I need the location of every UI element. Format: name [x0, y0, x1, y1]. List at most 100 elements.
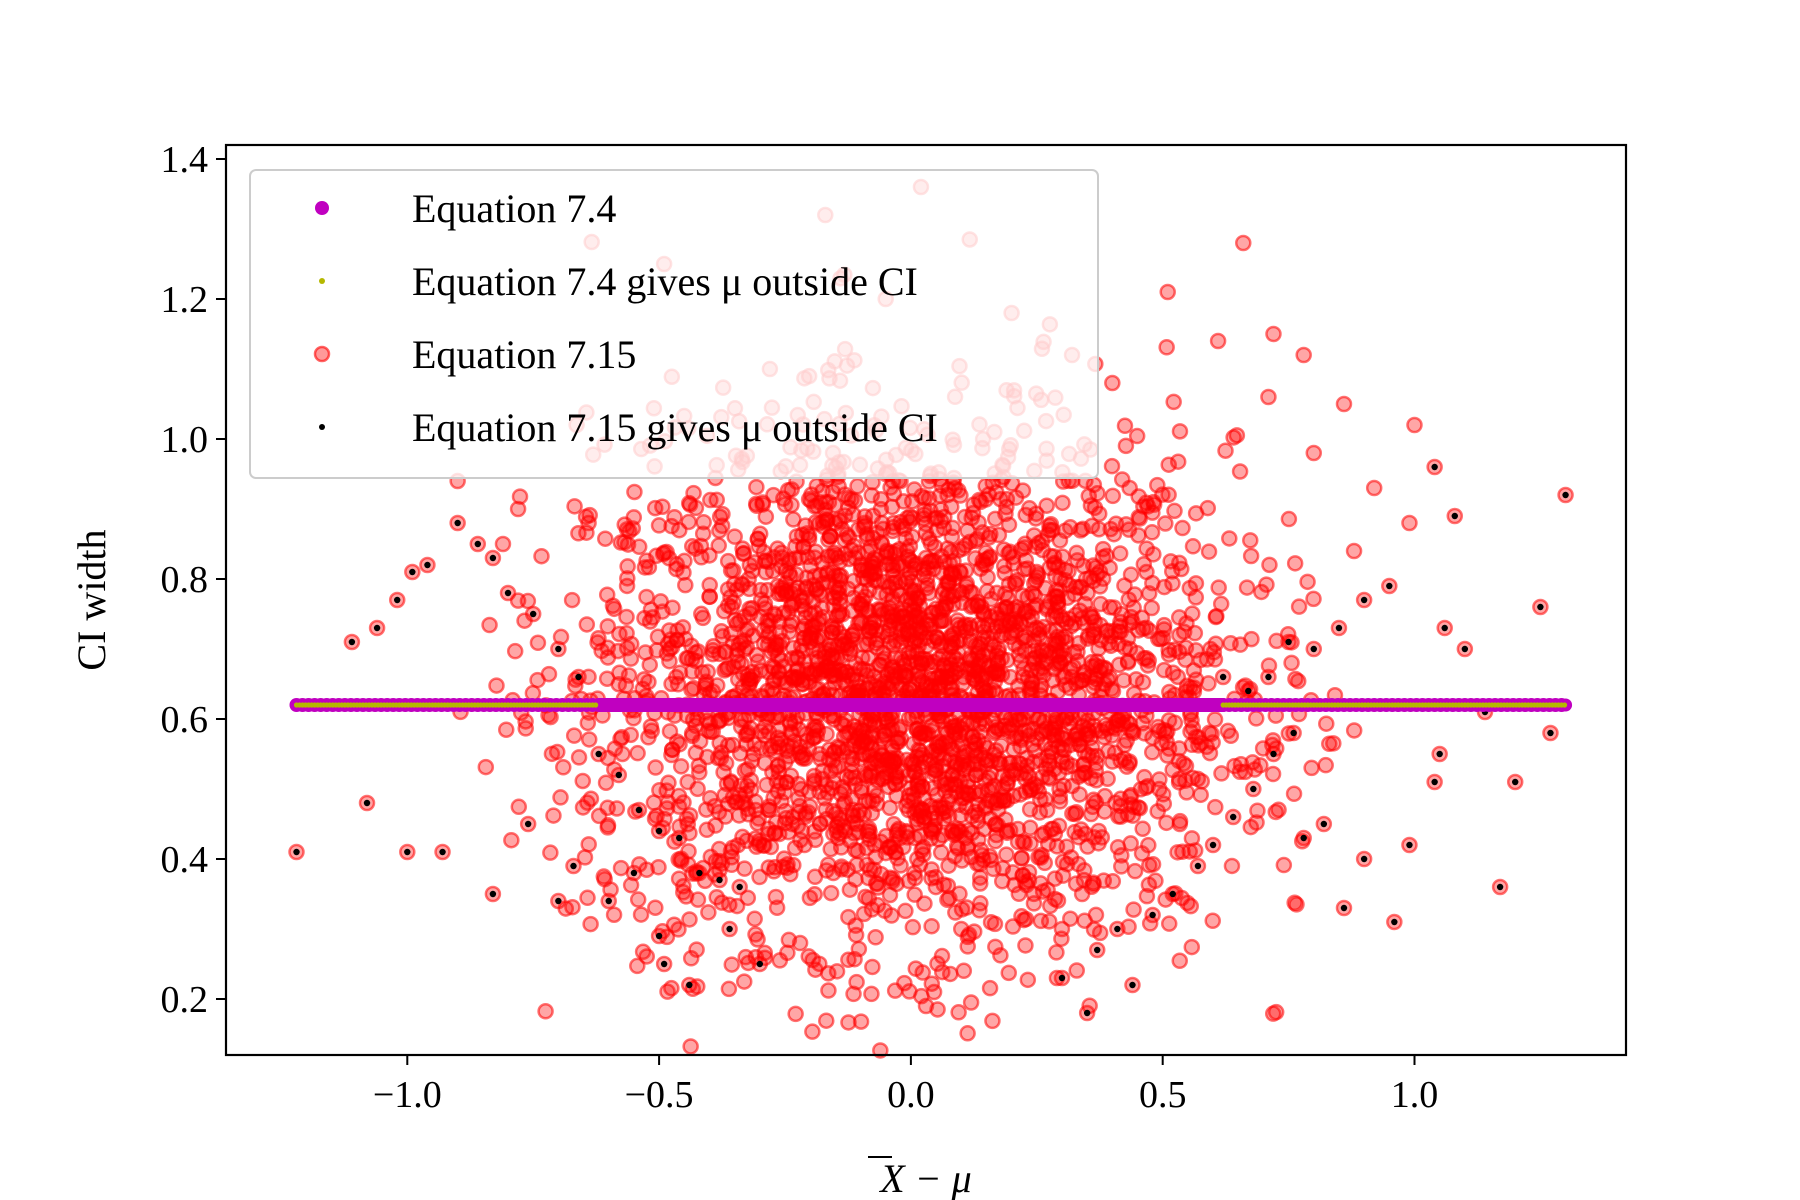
eq715-point: [663, 639, 681, 656]
eq715-point: [1258, 576, 1275, 593]
eq715-point: [625, 709, 642, 727]
eq715-point: [1031, 621, 1048, 638]
eq715-point: [1223, 857, 1241, 875]
eq715-point: [1186, 842, 1204, 859]
legend-label-eq74: Equation 7.4: [412, 186, 616, 231]
eq715-point: [965, 923, 983, 940]
eq715-point: [866, 565, 884, 583]
eq715-point: [1170, 774, 1188, 791]
eq715-point: [552, 789, 569, 806]
eq715-point: [820, 531, 837, 549]
eq715-point: [945, 722, 962, 740]
eq715-point: [1020, 727, 1038, 744]
eq715-point: [1126, 862, 1144, 880]
eq715-point: [681, 911, 698, 928]
eq715-point: [1052, 654, 1070, 672]
eq715-point: [1138, 887, 1156, 905]
eq715-outside-point: [635, 806, 643, 814]
eq715-point: [944, 631, 961, 648]
eq715-point: [750, 538, 768, 555]
eq715-point: [1156, 578, 1173, 596]
eq715-point: [597, 530, 614, 547]
eq715-point: [677, 630, 694, 648]
eq715-point: [618, 577, 636, 595]
eq715-point: [1021, 819, 1039, 836]
eq715-point: [888, 826, 906, 843]
eq715-point: [1031, 663, 1049, 680]
eq715-point: [1321, 735, 1338, 753]
eq715-outside-point: [615, 771, 623, 779]
eq715-point: [1345, 542, 1363, 560]
eq715-point: [913, 841, 930, 859]
eq715-point: [579, 889, 596, 907]
eq715-outside-point: [489, 554, 497, 562]
eq715-point: [735, 973, 753, 990]
eq715-point: [1303, 759, 1320, 777]
eq715-point: [1037, 791, 1054, 808]
eq715-outside-point: [1360, 596, 1368, 604]
eq715-point: [956, 616, 974, 633]
y-tick-label: 0.8: [161, 559, 209, 601]
eq715-point: [731, 786, 748, 804]
eq715-point: [858, 601, 876, 618]
legend-marker-eq715-outside: [319, 424, 325, 430]
eq715-point: [973, 846, 991, 864]
eq715-point: [830, 478, 847, 495]
eq715-point: [626, 483, 643, 501]
eq715-point: [1072, 522, 1089, 539]
eq715-point: [871, 584, 888, 602]
eq715-point: [923, 917, 940, 935]
eq715-point: [1243, 630, 1260, 648]
eq715-point: [552, 628, 570, 646]
eq715-outside-point: [570, 862, 577, 870]
eq715-outside-point: [1229, 813, 1237, 821]
eq715-point: [748, 478, 765, 496]
eq715-point: [826, 496, 843, 514]
eq715-point: [1075, 764, 1093, 782]
eq715-point: [1175, 623, 1193, 641]
eq715-outside-point: [474, 540, 481, 548]
eq715-point: [906, 633, 923, 651]
eq715-point: [605, 906, 623, 923]
eq715-point: [1345, 722, 1363, 739]
eq715-point: [681, 807, 699, 824]
eq715-outside-point: [1537, 603, 1544, 611]
eq715-point: [643, 722, 660, 740]
eq715-point: [804, 624, 822, 642]
eq715-outside-point: [1335, 624, 1343, 632]
eq715-outside-point: [575, 673, 582, 681]
eq715-point: [683, 681, 700, 698]
eq715-point: [844, 806, 861, 824]
eq715-point: [1050, 738, 1067, 755]
eq715-point: [1095, 872, 1113, 889]
eq715-point: [825, 711, 843, 728]
eq715-point: [864, 530, 882, 547]
eq715-point: [966, 662, 983, 680]
eq715-point: [828, 649, 846, 667]
eq715-point: [739, 800, 756, 818]
eq715-point: [687, 652, 705, 670]
eq715-outside-point: [524, 820, 532, 828]
eq715-point: [946, 848, 964, 865]
eq715-outside-point: [1209, 841, 1217, 849]
eq715-point: [806, 886, 823, 903]
eq715-point: [913, 668, 930, 685]
eq715-point: [723, 956, 741, 973]
eq715-outside-point: [439, 848, 446, 856]
eq715-point: [595, 868, 613, 885]
eq715-point: [1014, 866, 1032, 884]
eq715-point: [1111, 545, 1129, 562]
eq715-point: [1058, 633, 1075, 651]
eq715-point: [760, 798, 778, 815]
eq715-point: [1289, 672, 1307, 690]
eq715-point: [947, 904, 964, 921]
eq715-point: [1147, 872, 1164, 890]
eq715-point: [1154, 486, 1171, 503]
eq715-point: [1038, 598, 1056, 615]
eq715-outside-point: [1058, 974, 1066, 982]
eq715-point: [738, 622, 755, 639]
eq715-point: [1159, 723, 1176, 740]
eq715-point: [1008, 598, 1026, 616]
eq715-point: [911, 597, 929, 615]
eq715-point: [917, 997, 935, 1015]
